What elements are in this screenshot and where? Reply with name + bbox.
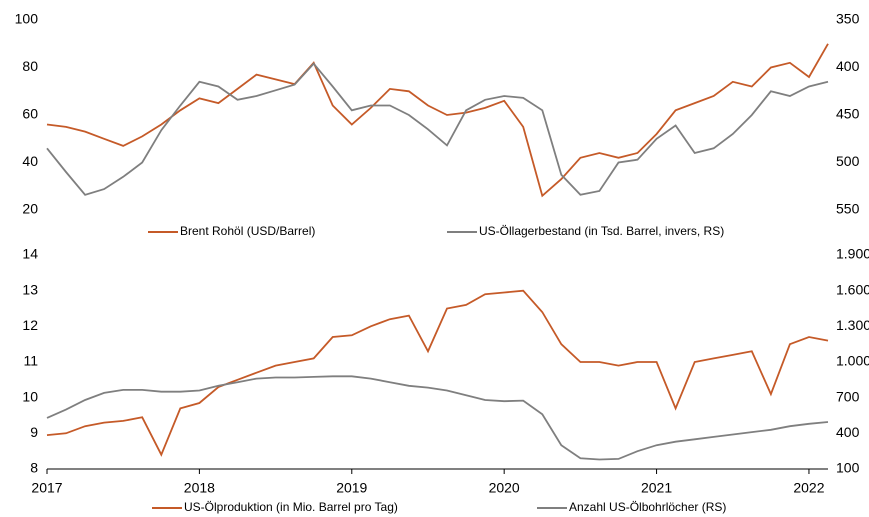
y2-tick-label: 500 bbox=[836, 153, 860, 169]
y2-tick-label: 1.300 bbox=[836, 317, 869, 333]
legend-label: US-Ölproduktion (in Mio. Barrel pro Tag) bbox=[184, 500, 398, 514]
y2-tick-label: 450 bbox=[836, 106, 860, 122]
y-tick-label: 12 bbox=[22, 317, 38, 333]
y2-tick-label: 100 bbox=[836, 460, 860, 476]
y2-tick-label: 1.600 bbox=[836, 281, 869, 297]
y2-tick-label: 400 bbox=[836, 424, 860, 440]
y-tick-label: 100 bbox=[15, 11, 39, 27]
y2-tick-label: 700 bbox=[836, 388, 860, 404]
x-tick-label: 2018 bbox=[184, 480, 215, 496]
y2-tick-label: 350 bbox=[836, 11, 860, 27]
x-tick-label: 2019 bbox=[336, 480, 367, 496]
x-tick-label: 2020 bbox=[489, 480, 520, 496]
y2-tick-label: 400 bbox=[836, 58, 860, 74]
y-tick-label: 40 bbox=[22, 153, 38, 169]
y-tick-label: 13 bbox=[22, 281, 38, 297]
y-tick-label: 8 bbox=[30, 460, 38, 476]
y-tick-label: 14 bbox=[22, 246, 38, 262]
series-line bbox=[46, 289, 829, 457]
y2-tick-label: 550 bbox=[836, 201, 860, 217]
x-tick-label: 2021 bbox=[641, 480, 672, 496]
series-line bbox=[46, 43, 829, 198]
series-line bbox=[46, 375, 829, 461]
y-tick-label: 20 bbox=[22, 201, 38, 217]
legend-label: Brent Rohöl (USD/Barrel) bbox=[180, 224, 315, 238]
legend-label: US-Öllagerbestand (in Tsd. Barrel, inver… bbox=[479, 224, 724, 238]
x-tick-label: 2017 bbox=[31, 480, 62, 496]
y-tick-label: 60 bbox=[22, 106, 38, 122]
y2-tick-label: 1.900 bbox=[836, 246, 869, 262]
y-tick-label: 9 bbox=[30, 424, 38, 440]
legend-label: Anzahl US-Ölbohrlöcher (RS) bbox=[569, 500, 726, 514]
series-line bbox=[46, 62, 829, 196]
y-tick-label: 11 bbox=[23, 353, 38, 369]
y-tick-label: 80 bbox=[22, 58, 38, 74]
x-tick-label: 2022 bbox=[793, 480, 824, 496]
y-tick-label: 10 bbox=[22, 388, 38, 404]
y2-tick-label: 1.000 bbox=[836, 353, 869, 369]
